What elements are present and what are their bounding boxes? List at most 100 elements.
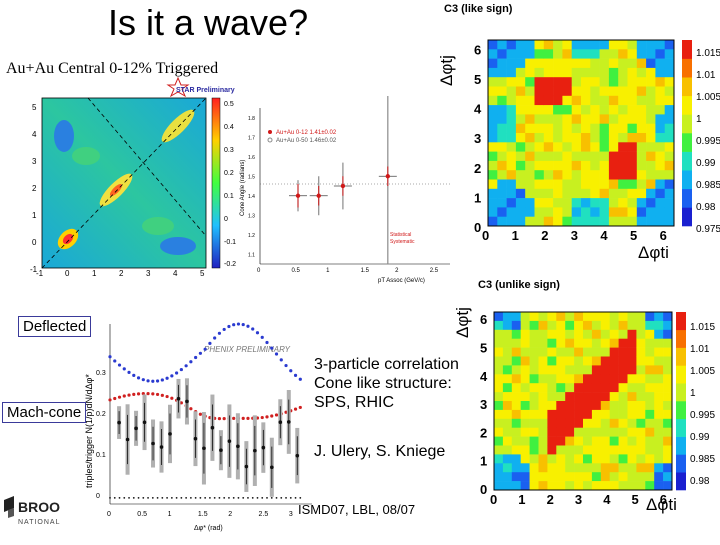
- heatmap-cell: [646, 142, 656, 152]
- heatmap-cell: [497, 40, 507, 50]
- phenix-red-point: [136, 392, 141, 396]
- heatmap-cell: [599, 58, 610, 69]
- colorbar-step: [682, 151, 692, 171]
- heatmap-cell: [581, 207, 591, 217]
- scale-label: 1.01: [696, 70, 716, 81]
- heatmap-cell: [581, 170, 591, 180]
- phenix-black-point: [270, 465, 274, 470]
- heatmap-cell: [664, 142, 675, 152]
- heatmap-cell: [571, 142, 582, 152]
- y-tick: 1: [474, 190, 481, 205]
- phenix-red-point: [113, 396, 117, 401]
- star-z-tick: -0.2: [224, 261, 236, 268]
- heatmap-cell: [636, 207, 647, 217]
- heatmap-cell: [553, 133, 563, 143]
- heatmap-cell: [571, 170, 582, 180]
- heatmap-cell: [627, 170, 638, 180]
- heatmap-cell: [553, 77, 563, 87]
- heatmap-cell: [646, 49, 656, 59]
- bnl-logo: BROO NATIONAL: [2, 494, 78, 533]
- cone-x-ticks: 0 0.5 1 1.5 2 2.5: [257, 268, 439, 274]
- heatmap-cell: [497, 105, 507, 115]
- phenix-baseline-point: [218, 496, 221, 499]
- heatmap-cell: [515, 123, 526, 134]
- scale-label: 0.985: [696, 180, 720, 191]
- heatmap-cell: [525, 198, 535, 208]
- heatmap-cell: [511, 365, 521, 375]
- cone-y-tick: 1.1: [248, 252, 255, 258]
- heatmap-cell: [600, 445, 610, 455]
- heatmap-cell: [618, 188, 628, 199]
- heatmap-cell: [654, 472, 664, 482]
- phenix-red-point: [198, 412, 202, 416]
- heatmap-cell: [599, 49, 610, 59]
- heatmap-cell: [538, 445, 548, 455]
- cone-legend-1: Au+Au 0-12 1.41±0.02: [276, 130, 337, 136]
- heatmap-cell: [556, 436, 566, 446]
- phenix-black-point: [142, 420, 147, 425]
- heatmap-cell: [520, 401, 530, 411]
- y-tick: 3: [480, 397, 487, 412]
- phenix-blue-point: [165, 376, 169, 380]
- heatmap-cell: [543, 58, 554, 69]
- heatmap-cell: [543, 123, 554, 134]
- x-tick: 4: [603, 492, 611, 507]
- heatmap-cell: [547, 312, 557, 322]
- heatmap-cell: [497, 207, 507, 217]
- heatmap-cell: [494, 356, 504, 366]
- heatmap-cell: [538, 454, 548, 464]
- heatmap-cell: [591, 418, 602, 428]
- heatmap-cell: [654, 312, 664, 322]
- cone-point: [316, 193, 321, 198]
- heatmap-cell: [618, 347, 628, 357]
- heatmap-cell: [608, 123, 619, 134]
- heatmap-cell: [618, 133, 628, 143]
- heatmap-cell: [599, 142, 610, 152]
- heatmap-cell: [609, 454, 619, 464]
- heatmap-cell: [497, 133, 507, 143]
- heatmap-cell: [654, 481, 664, 491]
- heatmap-cell: [506, 77, 517, 87]
- heatmap-cell: [583, 365, 593, 375]
- x-tick: 5: [630, 228, 637, 243]
- phenix-black-point: [210, 425, 215, 430]
- heatmap-cell: [529, 436, 539, 446]
- heatmap-cell: [609, 365, 619, 375]
- heatmap-cell: [529, 383, 539, 393]
- heatmap-cell: [506, 105, 517, 115]
- heatmap-cell: [599, 123, 610, 134]
- heatmap-cell: [520, 418, 530, 428]
- heatmap-cell: [534, 170, 545, 180]
- phenix-black-point: [193, 436, 198, 441]
- heatmap-cell: [488, 151, 498, 162]
- heatmap-cell: [574, 392, 584, 402]
- star-x-tick: 5: [200, 269, 205, 276]
- heatmap-cell: [511, 338, 521, 348]
- heatmap-cell: [618, 105, 628, 115]
- colorbar-step: [682, 188, 692, 208]
- cone-y-tick: 1.2: [248, 233, 255, 239]
- heatmap-cell: [502, 356, 513, 366]
- colorbar-step: [676, 365, 686, 384]
- heatmap-cell: [574, 427, 584, 437]
- heatmap-cell: [543, 77, 554, 87]
- heatmap-cell: [556, 445, 566, 455]
- heatmap-cell: [655, 67, 665, 78]
- heatmap-cell: [599, 216, 610, 227]
- heatmap-cell: [494, 418, 504, 428]
- heatmap-cell: [600, 401, 610, 411]
- heatmap-cell: [609, 409, 619, 420]
- heatmap-cell: [591, 436, 602, 446]
- heatmap-cell: [574, 481, 584, 491]
- phenix-baseline-point: [166, 496, 168, 499]
- heatmap-cell: [571, 188, 582, 199]
- x-tick: 0: [490, 492, 497, 507]
- cone-x-tick: 1.5: [361, 268, 370, 274]
- heatmap-cell: [655, 207, 665, 217]
- heatmap-cell: [654, 320, 664, 331]
- heatmap-cell: [571, 114, 582, 124]
- heatmap-cell: [520, 329, 530, 339]
- phenix-red-point: [179, 401, 183, 405]
- x-tick: 0: [482, 228, 489, 243]
- heatmap-cell: [608, 86, 619, 97]
